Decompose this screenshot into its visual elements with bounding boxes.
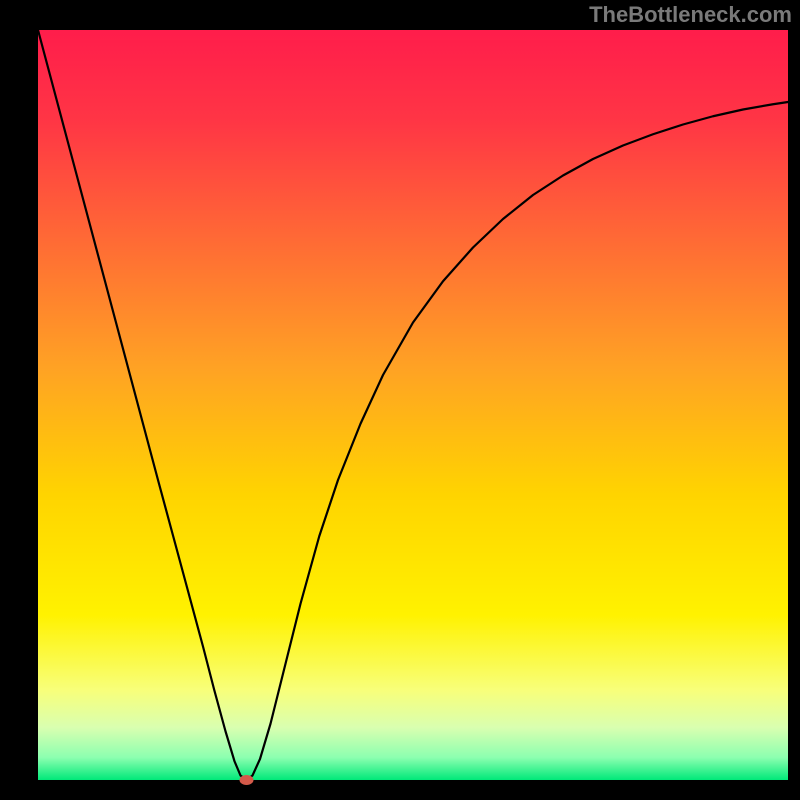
- chart-container: TheBottleneck.com: [0, 0, 800, 800]
- plot-area: [38, 30, 788, 780]
- watermark-text: TheBottleneck.com: [589, 2, 792, 28]
- bottleneck-chart: [0, 0, 800, 800]
- minimum-marker: [240, 775, 254, 785]
